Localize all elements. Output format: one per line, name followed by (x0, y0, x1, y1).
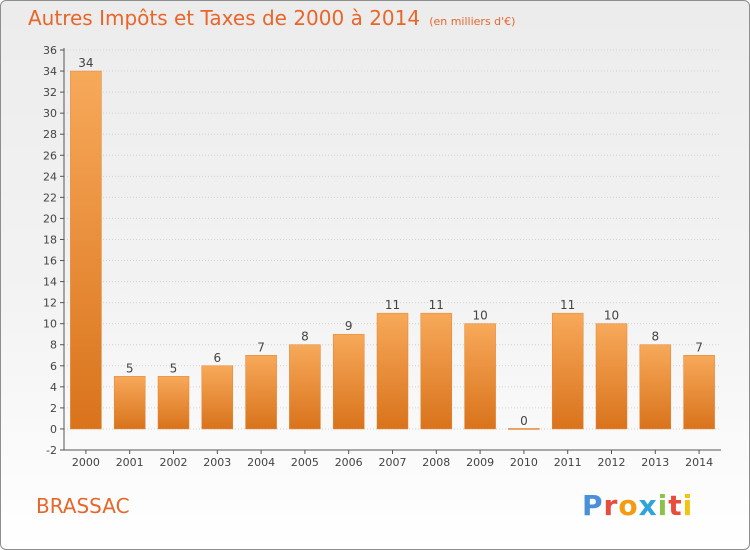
chart-title: Autres Impôts et Taxes de 2000 à 2014 (e… (28, 6, 515, 30)
data-label-2005: 8 (301, 330, 309, 344)
y-tick-label: 18 (43, 233, 57, 246)
bar-2012 (595, 323, 628, 430)
x-tick-label-2000: 2000 (72, 456, 100, 469)
bar-2002 (157, 376, 190, 430)
data-label-2006: 9 (345, 319, 353, 333)
bar-2003 (201, 365, 234, 430)
y-tick-label: 28 (43, 128, 57, 141)
data-label-2013: 8 (651, 330, 659, 344)
proxiti-logo: Proxiti (582, 489, 694, 522)
y-tick-label: 8 (50, 339, 57, 352)
data-label-2012: 10 (604, 309, 619, 323)
bar-2000 (70, 70, 102, 430)
data-label-2007: 11 (385, 298, 400, 312)
x-tick-label-2007: 2007 (379, 456, 407, 469)
y-tick-label: 2 (50, 402, 57, 415)
x-tick-label-2003: 2003 (203, 456, 231, 469)
y-tick-label: -2 (46, 444, 57, 457)
x-tick-label-2008: 2008 (422, 456, 450, 469)
bar-2007 (376, 312, 409, 430)
bars (70, 70, 715, 430)
y-tick-label: 14 (43, 276, 57, 289)
x-tick-label-2009: 2009 (466, 456, 494, 469)
y-tick-label: 22 (43, 191, 57, 204)
data-label-2000: 34 (78, 56, 93, 70)
x-tick-label-2002: 2002 (160, 456, 188, 469)
data-label-2010: 0 (520, 414, 528, 428)
bar-2010 (508, 428, 540, 430)
y-tick-label: 4 (50, 381, 57, 394)
x-tick-label-2011: 2011 (554, 456, 582, 469)
data-label-2002: 5 (170, 361, 178, 375)
chart-unit-text: (en milliers d'€) (429, 15, 516, 28)
data-label-2008: 11 (429, 298, 444, 312)
bar-2006 (332, 333, 365, 430)
y-tick-label: 0 (50, 423, 57, 436)
x-tick-label-2012: 2012 (598, 456, 626, 469)
x-tick-label-2005: 2005 (291, 456, 319, 469)
y-tick-label: 6 (50, 360, 57, 373)
y-tick-label: 24 (43, 170, 57, 183)
bar-2009 (464, 323, 496, 430)
y-tick-label: 36 (43, 44, 57, 57)
y-tick-label: 10 (43, 318, 57, 331)
chart-title-text: Autres Impôts et Taxes de 2000 à 2014 (28, 6, 421, 30)
x-tick-label-2006: 2006 (335, 456, 363, 469)
y-tick-label: 26 (43, 149, 57, 162)
y-tick-label: 34 (43, 65, 57, 78)
bar-2005 (289, 344, 321, 430)
y-tick-label: 16 (43, 255, 57, 268)
data-label-2004: 7 (257, 340, 265, 354)
bar-2011 (551, 312, 584, 430)
y-tick-label: 30 (43, 107, 57, 120)
x-tick-label-2013: 2013 (641, 456, 669, 469)
data-label-2009: 10 (472, 309, 487, 323)
bar-2008 (420, 312, 453, 430)
y-tick-label: 20 (43, 212, 57, 225)
data-labels: 34 5 5 6 7 8 9 11 11 10 0 11 10 8 7 (78, 56, 703, 428)
y-tick-label: 32 (43, 86, 57, 99)
data-label-2011: 11 (560, 298, 575, 312)
x-tick-label-2004: 2004 (247, 456, 275, 469)
bar-2004 (245, 355, 277, 430)
data-label-2001: 5 (126, 361, 134, 375)
commune-name: BRASSAC (36, 494, 130, 518)
bar-2013 (639, 344, 672, 430)
data-label-2014: 7 (695, 340, 703, 354)
y-tick-label: 12 (43, 297, 57, 310)
data-label-2003: 6 (213, 351, 221, 365)
x-tick-label-2010: 2010 (510, 456, 538, 469)
bar-2001 (113, 376, 146, 430)
x-tick-label-2001: 2001 (116, 456, 144, 469)
x-tick-label-2014: 2014 (685, 456, 713, 469)
bar-2014 (683, 355, 715, 430)
